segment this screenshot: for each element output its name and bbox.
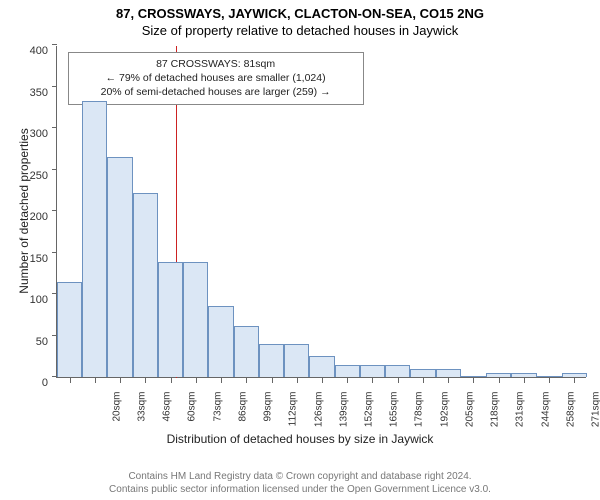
- histogram-bar: [410, 369, 435, 377]
- chart-title-desc: Size of property relative to detached ho…: [0, 21, 600, 42]
- y-tick-label: 200: [30, 211, 48, 223]
- y-tick-mark: [52, 44, 57, 45]
- histogram-bar: [82, 101, 107, 377]
- histogram-bar: [537, 376, 562, 377]
- footer-line2: Contains public sector information licen…: [0, 483, 600, 496]
- x-tick-mark: [221, 378, 222, 383]
- y-tick-label: 350: [30, 87, 48, 99]
- histogram-bar: [284, 344, 309, 377]
- histogram-bar: [360, 365, 385, 377]
- histogram-bar: [436, 369, 461, 377]
- x-tick-mark: [347, 378, 348, 383]
- y-tick-mark: [52, 252, 57, 253]
- x-tick-mark: [423, 378, 424, 383]
- x-tick-mark: [246, 378, 247, 383]
- x-tick-mark: [196, 378, 197, 383]
- x-tick-mark: [95, 378, 96, 383]
- x-tick-mark: [574, 378, 575, 383]
- y-tick-mark: [52, 86, 57, 87]
- footer-line1: Contains HM Land Registry data © Crown c…: [0, 470, 600, 483]
- annotation-line3: 20% of semi-detached houses are larger (…: [77, 85, 355, 99]
- histogram-bar: [461, 376, 486, 377]
- histogram-bar: [259, 344, 284, 377]
- x-tick-mark: [145, 378, 146, 383]
- y-tick-label: 100: [30, 294, 48, 306]
- x-tick-mark: [171, 378, 172, 383]
- histogram-bar: [562, 373, 587, 377]
- y-tick-mark: [52, 210, 57, 211]
- x-tick-mark: [272, 378, 273, 383]
- annotation-box: 87 CROSSWAYS: 81sqm ← 79% of detached ho…: [68, 52, 364, 105]
- x-tick-mark: [372, 378, 373, 383]
- x-tick-mark: [70, 378, 71, 383]
- histogram-bar: [486, 373, 511, 377]
- chart-title-address: 87, CROSSWAYS, JAYWICK, CLACTON-ON-SEA, …: [0, 0, 600, 21]
- x-tick-mark: [120, 378, 121, 383]
- histogram-bar: [385, 365, 410, 377]
- x-tick-mark: [524, 378, 525, 383]
- histogram-bar: [158, 262, 183, 377]
- chart-container: Number of detached properties 87 CROSSWA…: [0, 42, 600, 442]
- y-tick-label: 0: [42, 377, 48, 389]
- x-tick-mark: [499, 378, 500, 383]
- annotation-line2: ← 79% of detached houses are smaller (1,…: [77, 71, 355, 85]
- footer-attribution: Contains HM Land Registry data © Crown c…: [0, 470, 600, 496]
- x-tick-mark: [398, 378, 399, 383]
- y-tick-mark: [52, 169, 57, 170]
- y-tick-label: 300: [30, 128, 48, 140]
- x-axis-label: Distribution of detached houses by size …: [0, 432, 600, 446]
- plot-area: 87 CROSSWAYS: 81sqm ← 79% of detached ho…: [56, 46, 586, 378]
- y-tick-label: 50: [36, 336, 48, 348]
- histogram-bar: [335, 365, 360, 377]
- histogram-bar: [309, 356, 334, 377]
- histogram-bar: [208, 306, 233, 377]
- histogram-bar: [511, 373, 536, 377]
- histogram-bar: [133, 193, 158, 377]
- y-tick-label: 150: [30, 253, 48, 265]
- x-tick-mark: [549, 378, 550, 383]
- y-tick-mark: [52, 127, 57, 128]
- y-tick-label: 250: [30, 170, 48, 182]
- histogram-bar: [57, 282, 82, 377]
- x-tick-mark: [473, 378, 474, 383]
- histogram-bar: [234, 326, 259, 377]
- x-tick-mark: [297, 378, 298, 383]
- histogram-bar: [183, 262, 208, 377]
- histogram-bar: [107, 157, 132, 377]
- x-tick-mark: [322, 378, 323, 383]
- y-tick-label: 400: [30, 45, 48, 57]
- x-tick-mark: [448, 378, 449, 383]
- annotation-line1: 87 CROSSWAYS: 81sqm: [77, 57, 355, 71]
